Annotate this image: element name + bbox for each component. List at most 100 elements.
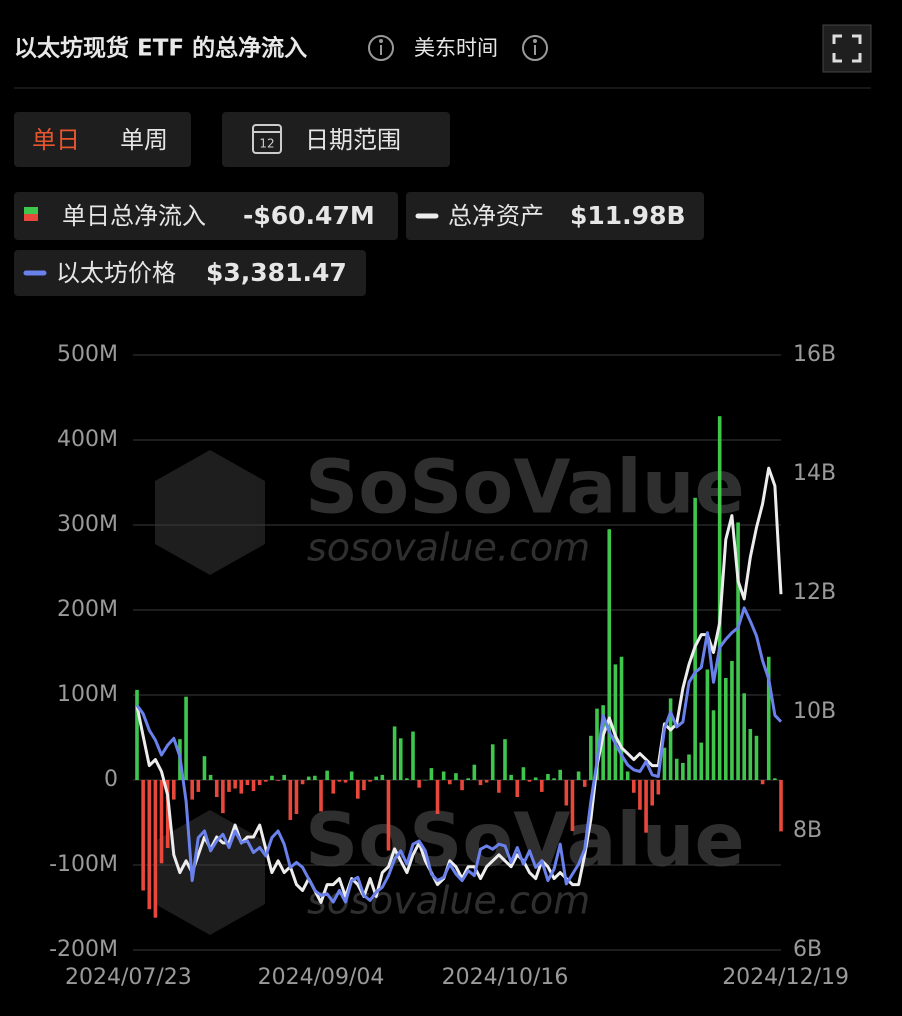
bar [221, 780, 225, 814]
bar [681, 763, 685, 780]
bar [656, 780, 661, 795]
bar [343, 780, 348, 783]
info-icon[interactable] [522, 35, 548, 61]
bar [196, 780, 201, 792]
y-tick-label: 100M [57, 682, 118, 707]
legend-item [14, 192, 398, 240]
watermark: SoSoValue sosovalue.com SoSoValue sosova… [155, 445, 745, 935]
bar [214, 780, 219, 797]
bar [331, 780, 336, 794]
y-tick-label: 0 [104, 767, 118, 792]
bar [582, 780, 587, 787]
plot: -200M -100M 0 100M 200M 300M 400M 500M 6B 8B 10B 12… [49, 342, 849, 990]
bar [503, 739, 507, 780]
bar [540, 780, 544, 792]
bar [141, 780, 145, 891]
bar [527, 780, 532, 782]
bar [448, 780, 452, 785]
bar [337, 780, 342, 782]
bar [736, 522, 740, 780]
bar [435, 780, 440, 814]
bar [754, 735, 759, 780]
bar [362, 780, 366, 791]
y-tick-label: -200M [49, 937, 118, 962]
bar [423, 780, 428, 781]
x-tick-label: 2024/07/23 [65, 965, 192, 990]
title: 以太坊现货 ETF 的总净流入 [14, 35, 307, 62]
bar [257, 780, 262, 786]
bar [251, 780, 256, 792]
bar [730, 661, 734, 780]
bar [717, 416, 722, 780]
y-tick-label: 400M [57, 427, 118, 452]
bar [233, 780, 237, 789]
y2-tick-label: 12B [793, 580, 836, 605]
calendar-icon [252, 124, 282, 154]
y2-tick-label: 6B [793, 937, 822, 962]
bar [472, 764, 477, 780]
legend-item [406, 192, 704, 240]
bar [172, 780, 176, 800]
fullscreen-button[interactable] [822, 24, 872, 73]
y2-tick-label: 16B [793, 342, 836, 367]
bar [460, 780, 464, 791]
bar [300, 780, 305, 785]
legend-value: $11.98B [570, 201, 686, 230]
tab-day[interactable]: 单日 [32, 126, 80, 154]
bar [724, 678, 728, 780]
bar [760, 780, 765, 785]
bar [417, 780, 421, 788]
bar [625, 771, 630, 780]
bar [552, 778, 556, 780]
bar [632, 780, 636, 793]
bar [638, 780, 642, 810]
y-tick-label: 500M [57, 342, 118, 367]
bar [294, 780, 299, 814]
y-tick-label: 300M [57, 512, 118, 537]
watermark-text: sosovalue.com [307, 879, 590, 923]
bar [595, 708, 599, 780]
watermark-text: SoSoValue [305, 798, 745, 884]
bar [411, 731, 415, 780]
timezone: 美东时间 [414, 36, 498, 60]
bar [748, 729, 753, 780]
bar [227, 780, 231, 792]
bar [509, 774, 513, 780]
bar [313, 775, 317, 780]
y-tick-label: -100M [49, 852, 118, 877]
bar [521, 767, 526, 780]
bar [245, 780, 250, 786]
legend-value: $3,381.47 [206, 258, 347, 287]
bar [693, 497, 697, 780]
bar [405, 778, 409, 780]
bar [153, 780, 158, 918]
bar [392, 726, 397, 780]
calendar-day: 12 [259, 137, 274, 151]
bar [190, 780, 194, 800]
bar [699, 742, 704, 780]
y2-tick-label: 10B [793, 699, 836, 724]
bar [325, 770, 329, 780]
bar [208, 774, 213, 780]
bar [674, 758, 679, 780]
bar [356, 780, 360, 799]
bar [779, 780, 783, 832]
bar [668, 698, 673, 780]
y2-tick-label: 8B [793, 818, 822, 843]
bar [374, 776, 378, 780]
bar [184, 696, 188, 780]
bar [288, 780, 293, 820]
bar [619, 656, 624, 780]
bar [368, 780, 372, 782]
bar [349, 771, 354, 780]
line [135, 466, 783, 904]
bar [564, 780, 569, 806]
bar [282, 774, 286, 780]
date-range[interactable]: 日期范围 [305, 126, 401, 154]
bar [497, 780, 501, 793]
bar [276, 780, 280, 781]
x-tick-label: 2024/12/19 [722, 965, 849, 990]
info-icon[interactable] [368, 35, 394, 61]
tab-week[interactable]: 单周 [120, 126, 168, 154]
